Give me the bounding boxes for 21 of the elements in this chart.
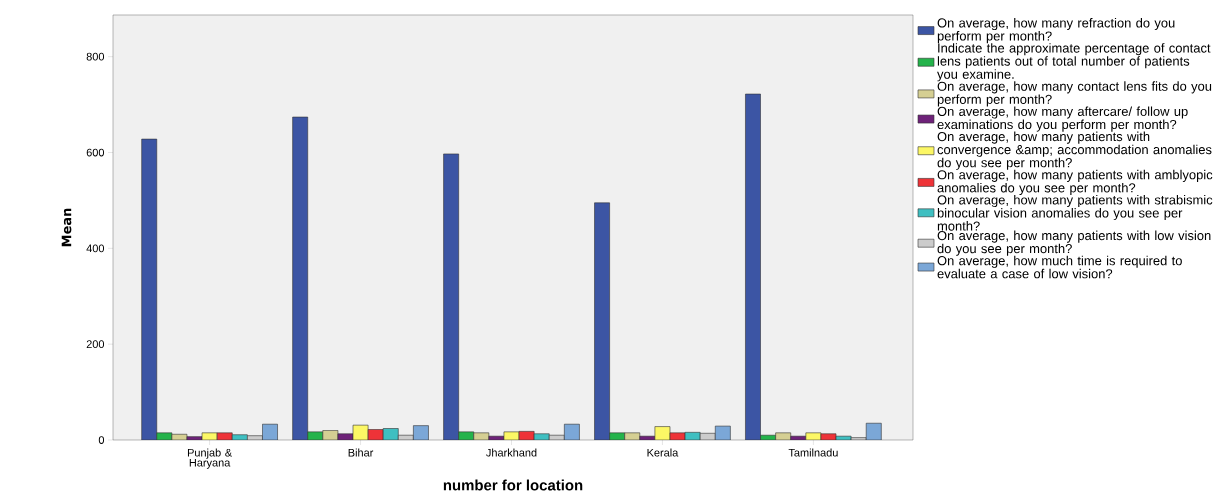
- x-tick-label: Bihar: [348, 448, 374, 457]
- legend-label: On average, how many aftercare/ follow up examinations do you perform per month?: [937, 106, 1188, 132]
- x-axis-title: number for location: [443, 479, 583, 491]
- legend-label: On average, how many contact lens fits do you perform per month?: [937, 81, 1212, 107]
- legend-label: On average, how many patients with amblyopic anomalies do you see per month?: [937, 169, 1213, 195]
- y-tick-label: 400: [86, 244, 105, 253]
- legend-label: On average, how many refraction do you perform per month?: [937, 17, 1175, 44]
- legend-label: On average, how many patients with low vision do you see per month?: [937, 230, 1211, 256]
- x-tick-label: Tamilnadu: [788, 448, 838, 457]
- x-tick-label: Jharkhand: [486, 448, 537, 457]
- y-tick-label: 200: [86, 340, 105, 349]
- x-tick-label: Punjab & Haryana: [187, 448, 232, 469]
- legend-label: On average, how many patients with strabismic binocular vision anomalies do you see per month?: [937, 194, 1213, 231]
- x-tick-label: Kerala: [647, 448, 679, 457]
- y-axis-title: Mean: [61, 208, 72, 247]
- legend-label: On average, how many patients with convergence &amp; accommodation anomalies do you see per month?: [937, 131, 1212, 170]
- legend-label: Indicate the approximate percentage of contact lens patients out of total number of patients you examine.: [937, 43, 1211, 82]
- y-tick-label: 800: [86, 52, 105, 61]
- y-tick-label: 600: [86, 148, 105, 157]
- legend-label: On average, how much time is required to evaluate a case of low vision?: [937, 255, 1182, 279]
- y-tick-label: 0: [98, 436, 105, 444]
